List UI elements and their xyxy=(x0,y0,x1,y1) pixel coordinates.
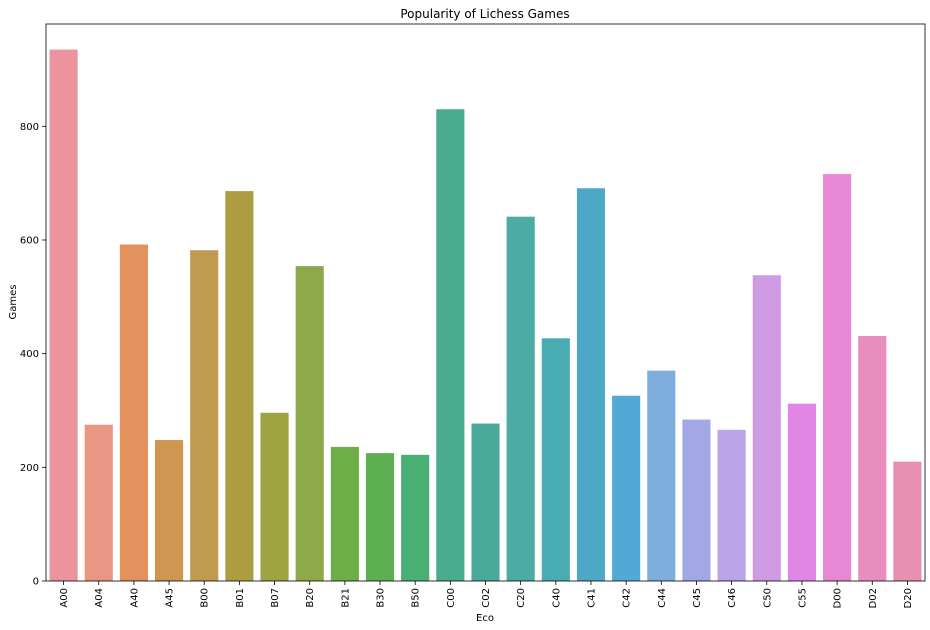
bar-c42 xyxy=(612,395,641,581)
y-tick-label: 800 xyxy=(20,122,39,133)
x-tick-label: C46 xyxy=(727,588,738,608)
plot-area xyxy=(49,49,922,582)
x-tick-label: A40 xyxy=(129,588,140,608)
x-tick-label: C45 xyxy=(692,588,703,608)
y-tick-label: 200 xyxy=(20,463,39,474)
x-tick-label: C55 xyxy=(797,588,808,608)
bar-a40 xyxy=(119,244,148,581)
bar-b01 xyxy=(225,191,254,581)
x-tick-label: B00 xyxy=(200,588,211,608)
x-tick-label: C50 xyxy=(762,588,773,608)
bar-b07 xyxy=(260,412,289,581)
bar-b21 xyxy=(330,446,359,581)
x-tick-label: D02 xyxy=(868,588,879,608)
y-tick-label: 0 xyxy=(33,577,39,588)
bar-d20 xyxy=(893,461,922,581)
bar-a00 xyxy=(49,49,78,581)
x-tick-label: C40 xyxy=(551,588,562,608)
x-axis: A00 A04 A40 A45 B00 B01 B07 B20 B21 B30 B50 C00 C02 C… xyxy=(59,581,914,608)
bar-c41 xyxy=(576,188,606,581)
bar-b00 xyxy=(190,250,219,581)
chart-title: Popularity of Lichess Games xyxy=(400,7,569,21)
x-tick-label: B30 xyxy=(376,588,387,608)
bar-c40 xyxy=(541,338,570,581)
bar-c46 xyxy=(717,429,746,581)
x-tick-label: D20 xyxy=(903,588,914,608)
bar-b20 xyxy=(295,266,324,581)
x-tick-label: B01 xyxy=(235,588,246,608)
y-tick-label: 400 xyxy=(20,349,39,360)
x-tick-label: C42 xyxy=(622,588,633,608)
x-axis-label: Eco xyxy=(476,613,494,624)
bar-c00 xyxy=(436,109,465,581)
bar-c55 xyxy=(787,403,817,581)
bar-c45 xyxy=(682,419,711,581)
x-tick-label: D00 xyxy=(833,588,844,608)
y-axis-label: Games xyxy=(8,285,19,320)
y-tick-label: 600 xyxy=(20,235,39,246)
x-tick-label: C20 xyxy=(516,588,527,608)
x-tick-label: C41 xyxy=(586,588,597,608)
x-tick-label: B20 xyxy=(305,588,316,608)
bar-b50 xyxy=(401,454,430,581)
x-tick-label: C44 xyxy=(657,588,668,608)
x-tick-label: A45 xyxy=(165,588,176,608)
x-tick-label: A04 xyxy=(94,588,105,608)
y-axis: 0 200 400 600 800 xyxy=(20,122,46,588)
bar-d02 xyxy=(858,336,887,581)
bar-a45 xyxy=(155,440,184,581)
bar-c02 xyxy=(471,423,500,581)
x-tick-label: B07 xyxy=(270,588,281,608)
x-tick-label: A00 xyxy=(59,588,70,608)
x-tick-label: B21 xyxy=(340,588,351,608)
x-tick-label: B50 xyxy=(411,588,422,608)
x-tick-label: C00 xyxy=(446,588,457,608)
bar-c44 xyxy=(647,370,676,581)
bar-c50 xyxy=(752,275,781,581)
bar-d00 xyxy=(823,174,852,582)
bar-a04 xyxy=(84,424,113,581)
bar-b30 xyxy=(365,453,395,581)
x-tick-label: C02 xyxy=(481,588,492,608)
bar-c20 xyxy=(506,216,535,581)
